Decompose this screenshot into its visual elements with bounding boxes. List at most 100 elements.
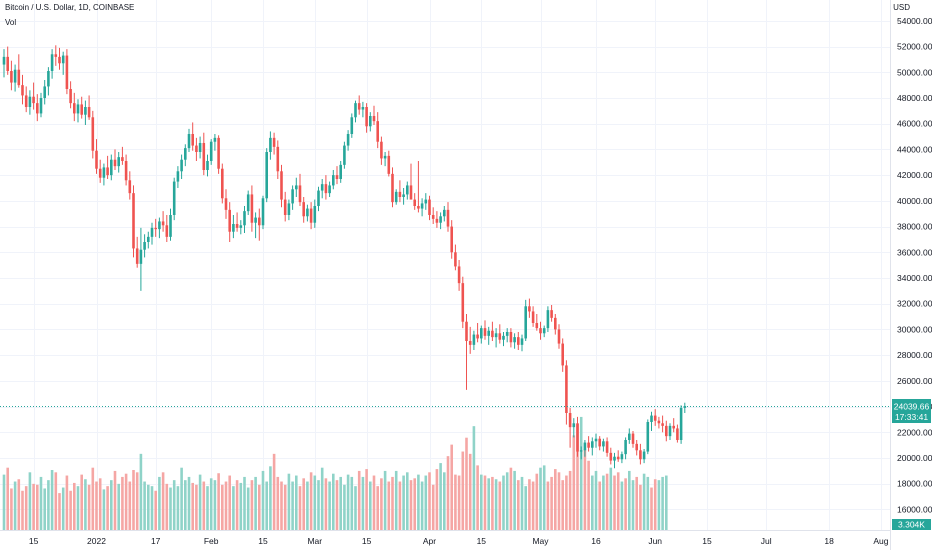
candle [461, 276, 465, 329]
candle [505, 328, 509, 343]
volume-bar [73, 482, 76, 530]
candle [631, 431, 635, 448]
candle [402, 188, 405, 205]
volume-bar [420, 481, 424, 530]
price-tick-label: 16000.00 [897, 504, 932, 514]
candle [2, 49, 6, 78]
volume-bar [232, 486, 235, 530]
time-tick-label: Aug [873, 536, 888, 546]
volume-bar [354, 486, 357, 530]
candle [158, 217, 161, 239]
candle [439, 212, 442, 230]
volume-bar [476, 465, 479, 530]
candle [528, 298, 531, 318]
candle [409, 163, 413, 200]
candle [350, 113, 354, 138]
volume-bar [139, 453, 143, 530]
candle [509, 328, 513, 348]
candle [476, 323, 479, 343]
candle [387, 150, 391, 177]
candle [635, 440, 638, 456]
price-tick-label: 40000.00 [897, 196, 932, 206]
candle [272, 132, 276, 155]
candle [117, 152, 120, 173]
volume-bar [361, 476, 365, 530]
volume-bar [176, 486, 180, 530]
time-axis[interactable]: 15 2022 17 Feb 15 Mar 15 Apr 15 May 16 Jun 15 Jul 18 Au… [29, 536, 889, 546]
volume-bar [565, 475, 568, 530]
candle [683, 402, 687, 413]
volume-bar [154, 490, 157, 530]
candle [61, 51, 65, 75]
volume-bar [439, 463, 442, 530]
volume-bar [665, 475, 668, 530]
volume-bar [246, 487, 250, 530]
volume-bar [576, 423, 579, 530]
volume-bar [587, 460, 590, 530]
price-tick-label: 36000.00 [897, 247, 932, 257]
volume-bar [402, 475, 405, 530]
volume-bar [642, 473, 646, 530]
candle [17, 54, 21, 88]
volume-bar [535, 473, 539, 530]
candle [154, 218, 157, 237]
candle [354, 100, 357, 123]
candle [579, 446, 583, 460]
candle [147, 231, 150, 249]
candle [317, 186, 320, 212]
volume-bar [505, 472, 509, 530]
volume-bar [36, 484, 39, 530]
candle [87, 95, 91, 120]
candle [13, 64, 17, 92]
price-axis[interactable]: 16000.0018000.0020000.0022000.0024000.00… [897, 16, 932, 515]
volume-bar [502, 475, 505, 530]
candle [28, 90, 32, 115]
price-tag-countdown: 17:33:41 [895, 412, 928, 422]
volume-bar [383, 470, 387, 530]
volume-bar [498, 481, 502, 530]
candle [520, 334, 524, 352]
price-tick-label: 18000.00 [897, 479, 932, 489]
volume-bar [47, 480, 50, 530]
candle [69, 81, 72, 109]
volume-bar [147, 484, 150, 530]
candle [243, 206, 246, 233]
price-tick-label: 48000.00 [897, 93, 932, 103]
volume-bar [661, 476, 664, 530]
candle [132, 185, 135, 258]
candle [198, 136, 202, 159]
volume-bar [594, 470, 598, 530]
volume-bar [391, 476, 394, 530]
candle [650, 411, 653, 431]
candle [468, 326, 472, 354]
volume-bar [513, 470, 516, 530]
volume-bar [54, 472, 58, 530]
volume-bar [324, 478, 328, 530]
volume-bar [280, 481, 283, 530]
candle [6, 46, 9, 75]
volume-bar [276, 476, 280, 530]
volume-bar [602, 475, 605, 530]
volume-bar [357, 470, 361, 530]
volume-bar [579, 416, 583, 530]
volume-bar [346, 474, 350, 530]
volume-bar [372, 475, 376, 530]
volume-bar [317, 480, 320, 530]
candle [332, 170, 335, 190]
candle [36, 94, 39, 122]
volume-bar [487, 478, 490, 530]
candle [224, 189, 228, 219]
candle [254, 212, 257, 239]
candle [169, 208, 172, 241]
candle [269, 131, 272, 160]
volume-bar [202, 481, 206, 530]
price-tick-label: 38000.00 [897, 222, 932, 232]
candle [561, 338, 564, 372]
volume-bar [557, 472, 561, 530]
volume-bar [254, 476, 257, 530]
candle [161, 211, 165, 232]
price-tick-label: 30000.00 [897, 324, 932, 334]
candle [343, 141, 346, 169]
candle [320, 179, 324, 199]
